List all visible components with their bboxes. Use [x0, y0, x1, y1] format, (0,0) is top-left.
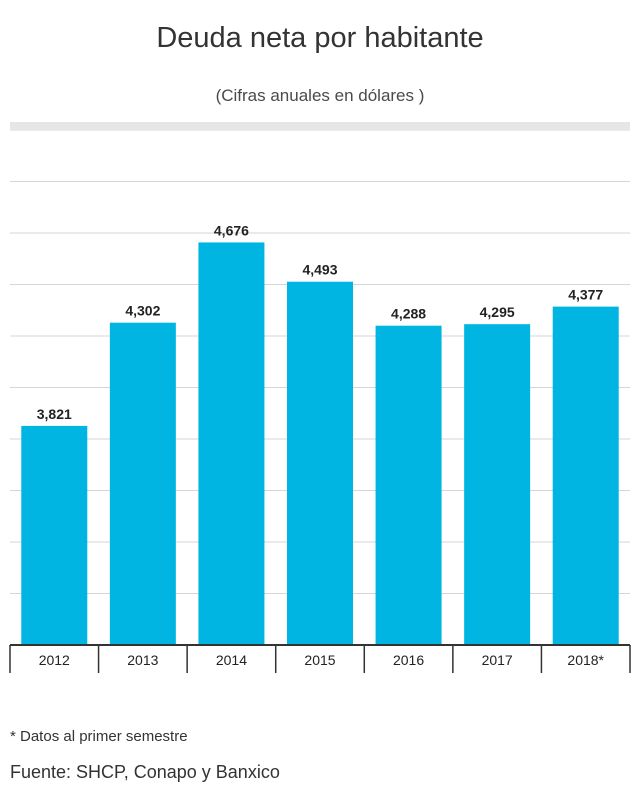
chart-subtitle: (Cifras anuales en dólares )	[215, 86, 425, 105]
data-label-2013: 4,302	[125, 303, 160, 319]
bar-2012	[21, 425, 88, 645]
bar-2018*	[552, 306, 619, 645]
source-note: Fuente: SHCP, Conapo y Banxico	[10, 762, 280, 782]
x-tick-label-2014: 2014	[216, 652, 247, 668]
bar-chart: 3,821 4,302 4,676 4,493 4,288 4,295 4,377 2012 2…	[9, 130, 631, 673]
bar-2016	[375, 325, 442, 645]
x-tick-label-2013: 2013	[127, 652, 158, 668]
footnote: * Datos al primer semestre	[10, 728, 188, 745]
x-tick-label-2016: 2016	[393, 652, 424, 668]
bar-2015	[287, 281, 353, 645]
data-label-2015: 4,493	[302, 262, 337, 278]
x-tick-label-2017: 2017	[482, 652, 513, 668]
chart-title: Deuda neta por habitante	[156, 22, 484, 54]
data-label-2016: 4,288	[391, 306, 426, 322]
data-label-2012: 3,821	[37, 406, 72, 422]
x-tick-label-2015: 2015	[304, 652, 335, 668]
data-label-2017: 4,295	[480, 304, 515, 320]
bar-2014	[198, 242, 265, 646]
data-label-2014: 4,676	[214, 222, 249, 238]
bar-2017	[464, 324, 531, 645]
bar-2013	[109, 322, 176, 645]
header-divider	[10, 122, 630, 130]
x-tick-label-2012: 2012	[39, 652, 70, 668]
data-label-2018*: 4,377	[568, 287, 603, 303]
x-tick-label-2018*: 2018*	[567, 652, 604, 668]
